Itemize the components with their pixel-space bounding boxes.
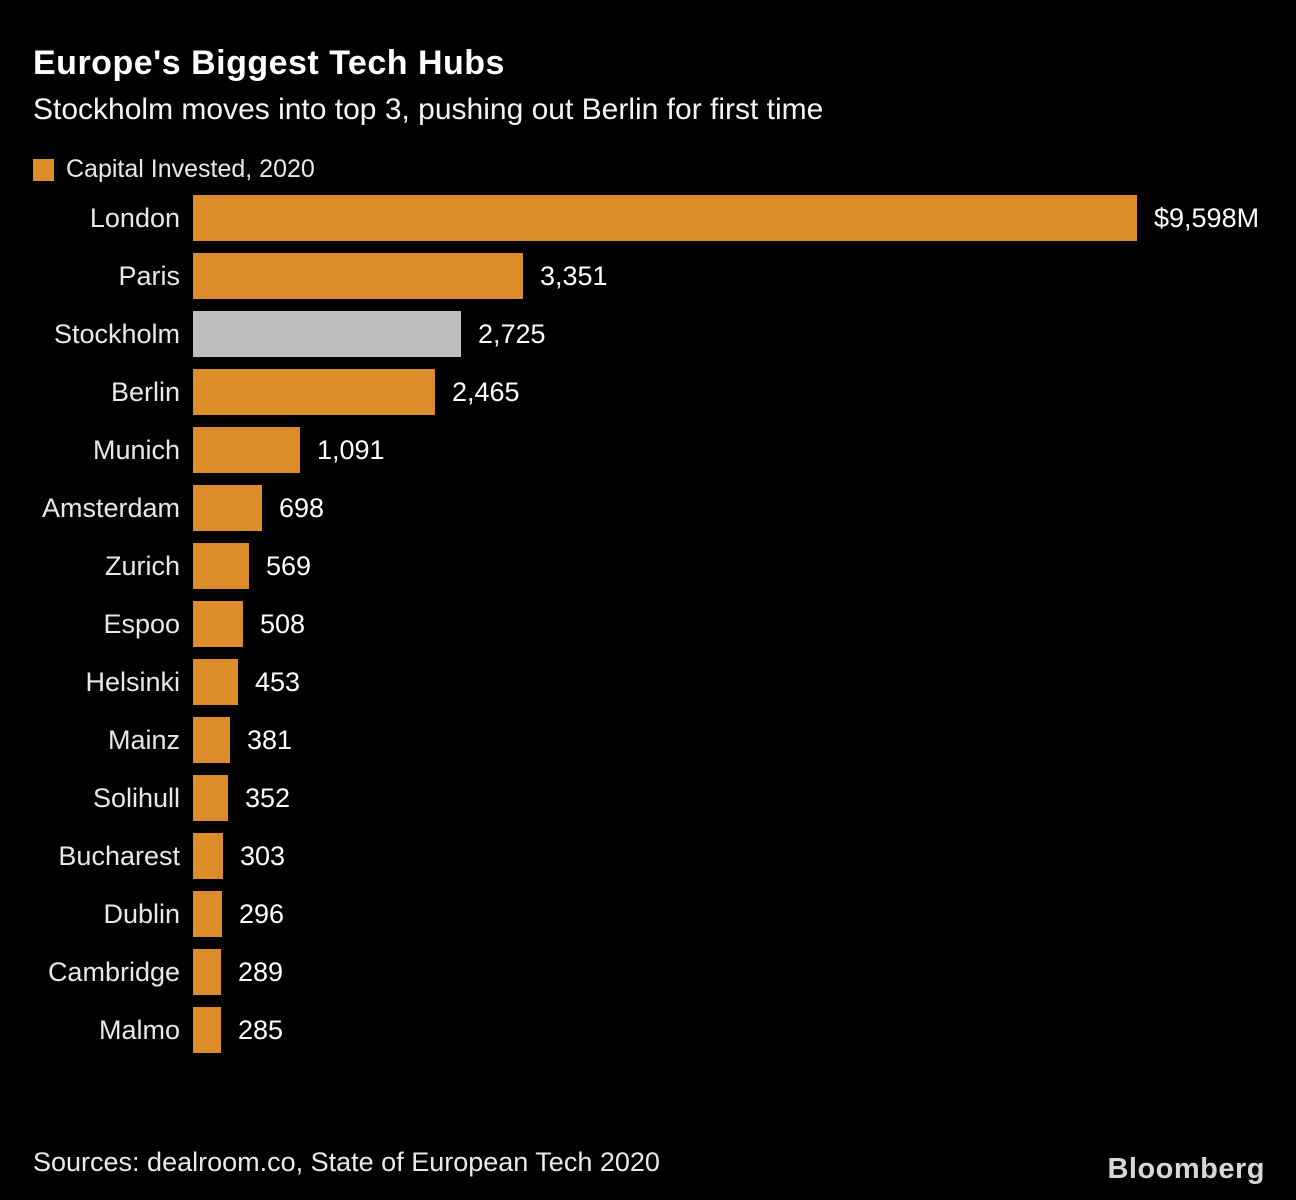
- bar-value: 296: [239, 898, 285, 929]
- bar: [193, 659, 238, 705]
- bar-label: Bucharest: [58, 840, 180, 871]
- bar-label: Munich: [92, 434, 180, 465]
- bar-value: 3,351: [540, 260, 608, 291]
- bar-track: 2,725: [193, 311, 546, 357]
- bar-label: Stockholm: [53, 318, 180, 349]
- bar: [193, 891, 222, 937]
- bar: [193, 543, 249, 589]
- bar-label: Paris: [118, 260, 180, 291]
- bar: [193, 311, 461, 357]
- chart-header: Europe's Biggest Tech Hubs Stockholm mov…: [33, 44, 823, 127]
- bar: [193, 601, 243, 647]
- bar-track: 453: [193, 659, 300, 705]
- bar-value: 303: [240, 840, 286, 871]
- bar-value: 289: [238, 956, 284, 987]
- bar-label: London: [89, 202, 180, 233]
- bar-row: Solihull 352: [0, 775, 1296, 821]
- bar-row: London $9,598M: [0, 195, 1296, 241]
- bar-track: 698: [193, 485, 324, 531]
- bar-row: Stockholm 2,725: [0, 311, 1296, 357]
- legend-label: Capital Invested, 2020: [66, 155, 315, 183]
- bar-row: Espoo 508: [0, 601, 1296, 647]
- bar-row: Zurich 569: [0, 543, 1296, 589]
- bar: [193, 949, 221, 995]
- bar-label: Espoo: [103, 608, 180, 639]
- bar-track: 1,091: [193, 427, 385, 473]
- bar-label: Dublin: [103, 898, 180, 929]
- bar-track: 508: [193, 601, 305, 647]
- bar-track: 2,465: [193, 369, 520, 415]
- chart-subtitle: Stockholm moves into top 3, pushing out …: [33, 93, 824, 126]
- bar: [193, 369, 435, 415]
- bar-value: 453: [255, 666, 301, 697]
- bar-row: Munich 1,091: [0, 427, 1296, 473]
- bar-label: Amsterdam: [41, 492, 180, 523]
- bar-value: 2,465: [452, 376, 520, 407]
- bar-value: 285: [238, 1014, 284, 1045]
- legend: Capital Invested, 2020: [33, 155, 315, 184]
- chart-title: Europe's Biggest Tech Hubs: [33, 44, 505, 82]
- bar-row: Dublin 296: [0, 891, 1296, 937]
- bar-value: 569: [266, 550, 312, 581]
- bar: [193, 717, 230, 763]
- bar-label: Solihull: [92, 782, 180, 813]
- bar-track: $9,598M: [193, 195, 1259, 241]
- bar-track: 381: [193, 717, 292, 763]
- sources-text: Sources: dealroom.co, State of European …: [33, 1147, 660, 1177]
- bar-track: 296: [193, 891, 284, 937]
- bar-track: 352: [193, 775, 290, 821]
- bar-chart: London $9,598M Paris 3,351 Stockholm 2,7…: [0, 195, 1296, 1065]
- bar-row: Malmo 285: [0, 1007, 1296, 1053]
- bar-label: Cambridge: [47, 956, 180, 987]
- bar-value: 508: [260, 608, 306, 639]
- bar-row: Cambridge 289: [0, 949, 1296, 995]
- bar-row: Bucharest 303: [0, 833, 1296, 879]
- bar-row: Paris 3,351: [0, 253, 1296, 299]
- bar-row: Amsterdam 698: [0, 485, 1296, 531]
- bar: [193, 253, 523, 299]
- bar-track: 303: [193, 833, 285, 879]
- bar-value: 352: [245, 782, 291, 813]
- legend-swatch-icon: [33, 158, 54, 181]
- bar-value: 2,725: [478, 318, 546, 349]
- bar: [193, 195, 1137, 241]
- bar-value: 1,091: [317, 434, 385, 465]
- bar-row: Berlin 2,465: [0, 369, 1296, 415]
- bar-track: 569: [193, 543, 311, 589]
- bar-label: Mainz: [107, 724, 180, 755]
- bar-track: 3,351: [193, 253, 608, 299]
- bar-value: 381: [247, 724, 293, 755]
- bar-value: $9,598M: [1154, 202, 1260, 233]
- bar-label: Zurich: [104, 550, 180, 581]
- bar-label: Berlin: [110, 376, 180, 407]
- bar-track: 289: [193, 949, 283, 995]
- bar: [193, 1007, 221, 1053]
- bar-label: Helsinki: [85, 666, 180, 697]
- bar-value: 698: [279, 492, 325, 523]
- bar-row: Helsinki 453: [0, 659, 1296, 705]
- bar: [193, 833, 223, 879]
- bar: [193, 775, 228, 821]
- bar: [193, 427, 300, 473]
- bar-label: Malmo: [98, 1014, 180, 1045]
- bar-row: Mainz 381: [0, 717, 1296, 763]
- bar-track: 285: [193, 1007, 283, 1053]
- bloomberg-logo: Bloomberg: [1107, 1153, 1265, 1185]
- bar: [193, 485, 262, 531]
